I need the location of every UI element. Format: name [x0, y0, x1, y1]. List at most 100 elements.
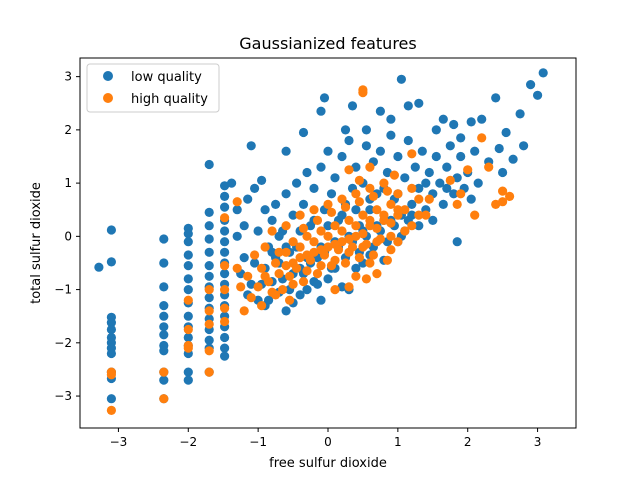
data-point-low-quality [220, 247, 230, 257]
data-point-high-quality [351, 231, 361, 241]
data-point-low-quality [442, 183, 452, 193]
data-point-low-quality [330, 173, 340, 183]
data-point-high-quality [309, 247, 319, 257]
data-point-high-quality [407, 149, 417, 159]
data-point-low-quality [183, 261, 193, 271]
data-point-low-quality [361, 141, 371, 151]
data-point-low-quality [410, 162, 420, 172]
data-point-high-quality [281, 247, 291, 257]
legend-label-high-quality: high quality [131, 92, 208, 107]
data-point-high-quality [414, 194, 424, 204]
data-point-high-quality [372, 223, 382, 233]
data-point-low-quality [204, 247, 214, 257]
data-point-high-quality [389, 170, 399, 180]
data-point-low-quality [375, 106, 385, 116]
data-point-high-quality [220, 316, 230, 327]
data-point-low-quality [183, 274, 193, 284]
x-tick-label: −3 [110, 435, 128, 449]
data-point-low-quality [220, 237, 230, 247]
data-point-low-quality [501, 127, 511, 138]
data-point-low-quality [414, 221, 424, 231]
data-point-low-quality [183, 311, 193, 321]
data-point-high-quality [379, 178, 389, 188]
data-point-high-quality [407, 183, 417, 193]
data-point-high-quality [257, 301, 267, 311]
data-point-low-quality [351, 162, 361, 172]
data-point-low-quality [424, 167, 434, 178]
data-point-high-quality [498, 186, 508, 196]
data-point-high-quality [393, 237, 403, 247]
data-point-high-quality [344, 282, 354, 292]
data-point-high-quality [323, 231, 333, 241]
data-point-high-quality [220, 213, 230, 223]
legend: low quality high quality [86, 63, 220, 113]
data-point-low-quality [239, 253, 249, 263]
data-point-low-quality [491, 93, 501, 103]
data-point-low-quality [403, 135, 413, 146]
x-tick-label: 1 [394, 435, 402, 449]
data-point-low-quality [183, 375, 193, 385]
data-point-high-quality [159, 367, 169, 377]
data-point-high-quality [298, 277, 309, 287]
data-point-high-quality [183, 343, 193, 353]
data-point-low-quality [449, 189, 459, 199]
legend-box [86, 63, 220, 113]
data-point-high-quality [204, 346, 214, 356]
data-point-high-quality [351, 271, 361, 281]
data-point-low-quality [260, 205, 270, 215]
data-point-low-quality [106, 318, 116, 328]
data-point-high-quality [220, 303, 230, 313]
data-point-low-quality [407, 199, 417, 209]
data-point-high-quality [365, 215, 375, 225]
data-point-high-quality [477, 133, 487, 143]
data-point-low-quality [337, 210, 347, 220]
data-point-low-quality [106, 394, 116, 404]
data-point-high-quality [204, 285, 214, 295]
data-point-high-quality [484, 162, 494, 172]
axis-ticks: −3 −2 −1 0 1 2 3 −3 −2 −1 0 1 2 3 [54, 70, 541, 449]
legend-label-low-quality: low quality [131, 70, 202, 85]
data-point-high-quality [368, 191, 378, 201]
data-point-low-quality [498, 167, 508, 178]
data-point-low-quality [271, 199, 281, 209]
data-point-low-quality [302, 285, 312, 295]
data-point-low-quality [438, 114, 448, 124]
data-point-low-quality [183, 237, 193, 247]
data-point-high-quality [204, 319, 214, 329]
data-point-low-quality [281, 189, 291, 199]
series-high-quality [106, 85, 515, 415]
data-point-low-quality [183, 229, 193, 239]
data-point-low-quality [257, 175, 267, 185]
data-point-high-quality [250, 250, 260, 260]
data-point-high-quality [232, 197, 242, 207]
data-point-low-quality [267, 215, 277, 225]
data-point-high-quality [264, 277, 274, 287]
data-point-low-quality [183, 332, 193, 343]
data-point-low-quality [264, 295, 274, 305]
data-point-low-quality [347, 101, 358, 111]
data-point-low-quality [382, 167, 392, 178]
data-point-low-quality [295, 290, 305, 300]
data-point-high-quality [326, 207, 337, 217]
plot-frame [79, 57, 577, 429]
data-point-low-quality [281, 306, 291, 316]
data-point-high-quality [302, 266, 312, 276]
y-tick-label: −2 [54, 336, 72, 350]
data-point-low-quality [323, 274, 333, 284]
data-point-low-quality [337, 151, 347, 162]
data-point-high-quality [312, 269, 323, 279]
data-point-low-quality [351, 205, 361, 215]
data-point-low-quality [442, 162, 452, 172]
data-point-high-quality [271, 290, 281, 300]
data-point-high-quality [365, 162, 375, 172]
data-point-low-quality [452, 173, 462, 183]
data-point-low-quality [538, 68, 548, 78]
data-point-high-quality [159, 394, 169, 404]
data-point-low-quality [477, 114, 487, 124]
data-point-low-quality [449, 119, 459, 130]
data-point-low-quality [361, 125, 371, 135]
data-point-high-quality [239, 306, 249, 316]
data-point-high-quality [295, 242, 305, 252]
data-point-low-quality [204, 221, 214, 231]
